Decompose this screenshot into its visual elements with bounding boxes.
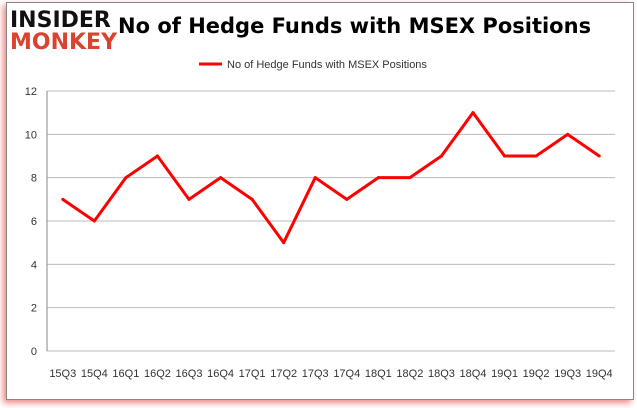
x-tick-label: 18Q3 [428,368,455,380]
y-tick-label: 8 [31,173,37,185]
y-tick-label: 4 [31,259,37,271]
data-point [61,197,65,201]
data-point [219,176,223,180]
x-tick-label: 16Q4 [207,368,234,380]
series-line [61,111,601,245]
x-tick-label: 16Q1 [112,368,139,380]
data-point [408,176,412,180]
x-tick-label: 16Q2 [144,368,171,380]
data-point [124,176,128,180]
y-tick-label: 6 [31,216,37,228]
data-point [534,154,538,158]
data-point [250,197,254,201]
x-tick-label: 18Q4 [460,368,487,380]
chart-title: No of Hedge Funds with MSEX Positions [118,14,592,38]
x-tick-label: 15Q4 [81,368,108,380]
y-tick-label: 2 [31,303,37,315]
y-tick-label: 0 [31,346,37,358]
x-tick-label: 19Q3 [554,368,581,380]
x-tick-label: 17Q1 [239,368,266,380]
logo-monkey: MONKEY [10,30,118,55]
x-tick-label: 18Q2 [396,368,423,380]
logo-insider: INSIDER [10,8,111,33]
data-point [566,132,570,136]
data-point [155,154,159,158]
data-point [376,176,380,180]
x-tick-label: 19Q1 [491,368,518,380]
x-tick-label: 17Q4 [333,368,360,380]
x-tick-label: 18Q1 [365,368,392,380]
x-tick-label: 16Q3 [176,368,203,380]
data-point [187,197,191,201]
data-point [503,154,507,158]
x-tick-label: 19Q4 [586,368,613,380]
x-tick-label: 15Q3 [49,368,76,380]
x-tick-label: 17Q3 [302,368,329,380]
data-point [282,241,286,245]
data-point [92,219,96,223]
data-point [345,197,349,201]
data-point [313,176,317,180]
x-tick-label: 17Q2 [270,368,297,380]
data-point [439,154,443,158]
data-point [597,154,601,158]
data-point [471,111,475,115]
legend-label: No of Hedge Funds with MSEX Positions [227,59,427,71]
y-tick-label: 10 [25,129,37,141]
x-tick-label: 19Q2 [523,368,550,380]
y-tick-label: 12 [25,86,37,98]
